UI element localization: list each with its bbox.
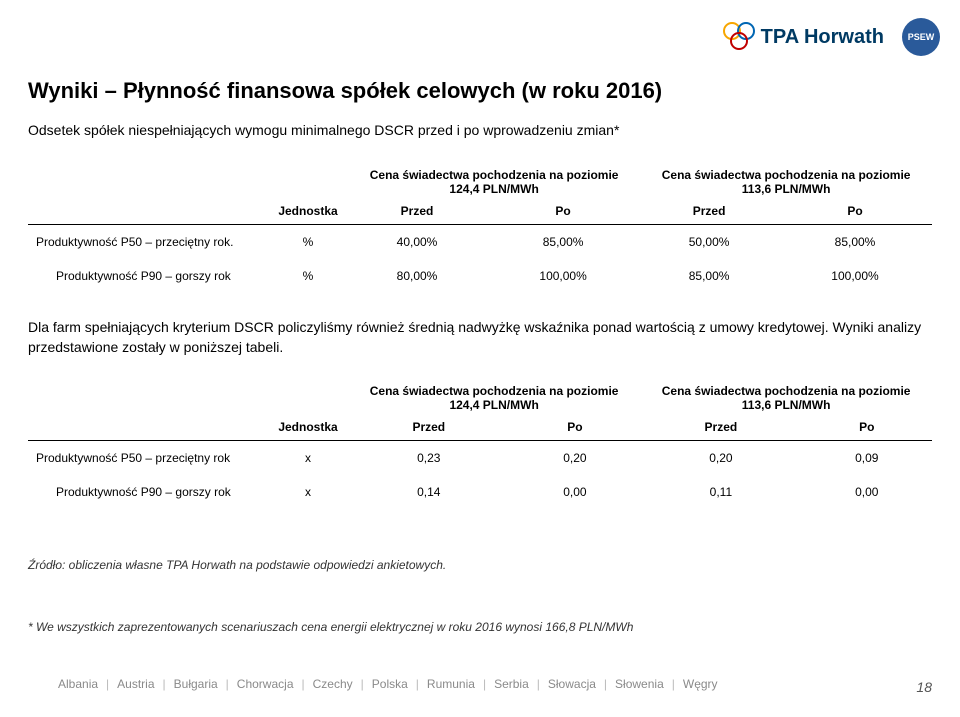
cell: 0,00 [802,475,932,509]
unit-header: Jednostka [268,198,348,225]
psew-logo-icon: PSEW [902,18,940,56]
footnote: * We wszystkich zaprezentowanych scenari… [28,620,633,634]
colgroup-left: Cena świadectwa pochodzenia na poziomie … [348,162,640,198]
table-group-header: Cena świadectwa pochodzenia na poziomie … [28,378,932,414]
separator: | [537,677,540,691]
cell: 85,00% [778,225,932,260]
cell: 0,09 [802,441,932,476]
separator: | [226,677,229,691]
col-po-2: Po [778,198,932,225]
footer-country: Austria [117,677,154,691]
footer-country: Słowenia [615,677,664,691]
page-title: Wyniki – Płynność finansowa spółek celow… [28,78,662,104]
row-label: Produktywność P50 – przeciętny rok [28,441,268,476]
colgroup-right: Cena świadectwa pochodzenia na poziomie … [640,162,932,198]
footer-country: Czechy [313,677,353,691]
row-unit: % [268,225,348,260]
separator: | [604,677,607,691]
footer-country: Słowacja [548,677,596,691]
footer-country: Bułgaria [174,677,218,691]
cell: 0,20 [640,441,801,476]
footer-country: Chorwacja [237,677,294,691]
colgroup-left: Cena świadectwa pochodzenia na poziomie … [348,378,640,414]
col-po-2: Po [802,414,932,441]
footer-country: Albania [58,677,98,691]
footer-countries: Albania | Austria | Bułgaria | Chorwacja | Czech… [58,677,718,691]
colgroup-right: Cena świadectwa pochodzenia na poziomie … [640,378,932,414]
logo-rings-icon [723,22,757,52]
separator: | [361,677,364,691]
col-przed-2: Przed [640,198,778,225]
table-row: Produktywność P50 – przeciętny rok. % 40… [28,225,932,260]
col-przed-1: Przed [348,198,486,225]
cell: 0,14 [348,475,510,509]
cell: 50,00% [640,225,778,260]
brand-text: TPA Horwath [761,26,884,49]
cell: 100,00% [778,259,932,293]
paragraph: Dla farm spełniających kryterium DSCR po… [28,318,932,357]
row-unit: x [268,475,348,509]
source-note: Źródło: obliczenia własne TPA Horwath na… [28,558,446,572]
row-label: Produktywność P50 – przeciętny rok. [28,225,268,260]
cell: 0,20 [510,441,641,476]
psew-text: PSEW [908,32,935,42]
separator: | [416,677,419,691]
unit-header: Jednostka [268,414,348,441]
cell: 80,00% [348,259,486,293]
table-row: Produktywność P90 – gorszy rok % 80,00% … [28,259,932,293]
cell: 85,00% [640,259,778,293]
header-logos: TPA Horwath PSEW [723,18,940,56]
cell: 40,00% [348,225,486,260]
row-unit: x [268,441,348,476]
separator: | [483,677,486,691]
footer-country: Węgry [683,677,718,691]
col-po-1: Po [486,198,640,225]
cell: 0,11 [640,475,801,509]
table-group-header: Cena świadectwa pochodzenia na poziomie … [28,162,932,198]
footer-country: Rumunia [427,677,475,691]
tpa-horwath-logo: TPA Horwath [723,22,884,52]
separator: | [106,677,109,691]
cell: 0,23 [348,441,510,476]
row-label: Produktywność P90 – gorszy rok [28,475,268,509]
table-row: Produktywność P50 – przeciętny rok x 0,2… [28,441,932,476]
separator: | [163,677,166,691]
col-po-1: Po [510,414,641,441]
footer-country: Serbia [494,677,529,691]
col-przed-2: Przed [640,414,801,441]
row-label: Produktywność P90 – gorszy rok [28,259,268,293]
table-dscr-ratio: Cena świadectwa pochodzenia na poziomie … [28,378,932,509]
separator: | [302,677,305,691]
row-unit: % [268,259,348,293]
table-subheader: Jednostka Przed Po Przed Po [28,198,932,225]
footer-country: Polska [372,677,408,691]
cell: 100,00% [486,259,640,293]
table-row: Produktywność P90 – gorszy rok x 0,14 0,… [28,475,932,509]
table-dscr-percent: Cena świadectwa pochodzenia na poziomie … [28,162,932,293]
cell: 85,00% [486,225,640,260]
table-subheader: Jednostka Przed Po Przed Po [28,414,932,441]
page-number: 18 [916,679,932,695]
separator: | [672,677,675,691]
cell: 0,00 [510,475,641,509]
col-przed-1: Przed [348,414,510,441]
subtitle: Odsetek spółek niespełniających wymogu m… [28,122,619,138]
